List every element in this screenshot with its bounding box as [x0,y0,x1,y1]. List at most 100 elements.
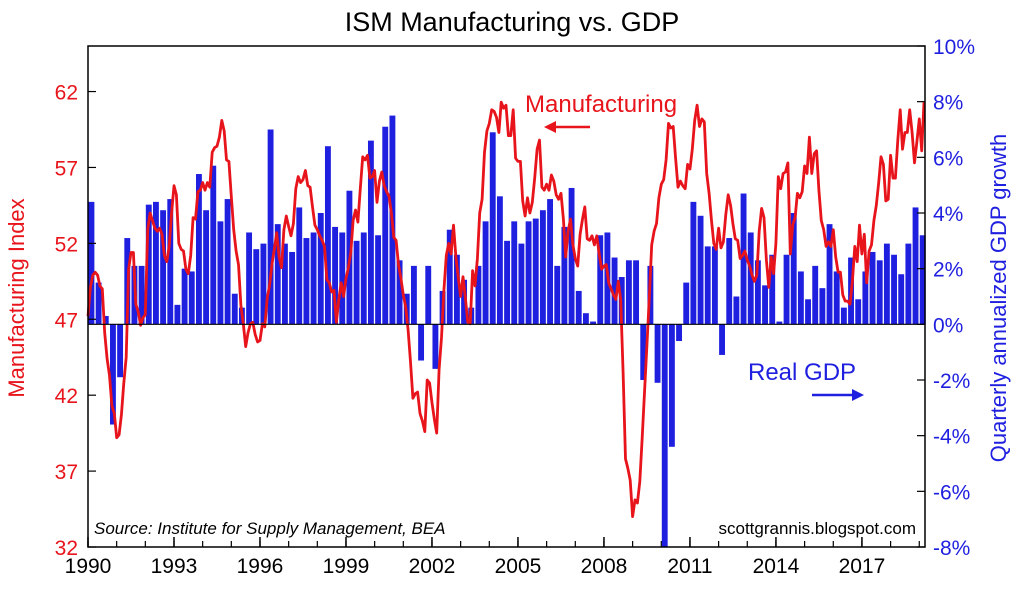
left-tick-label: 57 [55,157,78,180]
gdp-bar [396,260,403,325]
gdp-bar [733,296,740,325]
gdp-bar [654,324,661,383]
right-tick-label: 10% [933,36,975,59]
manufacturing-arrow-icon [544,121,590,133]
gdp-bar [360,232,367,325]
gdp-bars [88,115,926,547]
gdp-bar [367,140,374,325]
right-tick-label: 8% [933,92,963,115]
right-tick-label: -8% [933,537,970,560]
left-tick-label: 47 [55,309,78,332]
gdp-bar [453,254,460,325]
gdp-bar [539,210,546,325]
gdp-bar [554,265,561,325]
source-note: Source: Institute for Supply Management,… [94,519,446,538]
gdp-bar [840,307,847,325]
right-tick-label: 2% [933,259,963,282]
gdp-bar [109,324,116,425]
gdp-bar [633,260,639,325]
gdp-bar [561,226,568,325]
left-tick-label: 62 [55,82,78,105]
gdp-bar [747,232,754,325]
gdp-bar [719,324,725,355]
gdp-bar [210,165,217,325]
gdp-bar [418,324,425,361]
gdp-bar [883,243,890,325]
gdp-bar [281,243,288,325]
x-tick-label: 2002 [409,555,456,578]
plot-frame [87,45,926,548]
gdp-bar [188,271,195,325]
right-axis-ticks: -8% -6% -4% -2% 0% 2% 4% 6% 8% 10% [917,36,975,560]
gdp-bar [668,324,675,447]
gdp-bar [317,213,324,325]
gdp-bar [547,199,554,325]
manufacturing-line-group [86,100,926,518]
gdp-bar [905,243,912,325]
gdp-bar [274,224,281,325]
gdp-bar [891,254,897,325]
right-tick-label: 4% [933,203,963,226]
gdp-bar [819,288,826,325]
chart-title: ISM Manufacturing vs. GDP [345,7,680,37]
gdp-bar [912,207,919,325]
gdp-bar [676,324,682,342]
gdp-bar [876,260,883,325]
gdp-bar [174,304,181,325]
x-tick-label: 2005 [495,555,542,578]
x-tick-label: 2011 [667,555,712,578]
gdp-bar [805,299,811,325]
gdp-bar [353,240,360,325]
left-axis-ticks: 32 37 42 47 52 57 62 [55,82,96,560]
x-tick-label: 1990 [65,555,112,578]
gdp-bar [683,282,690,325]
x-axis-ticks: 1990 1993 1996 1999 2002 2005 2008 2011 2014 2017 [65,537,920,578]
gdp-bar [382,126,389,325]
gdp-bar [324,146,331,325]
right-axis-label: Quarterly annualized GDP growth [986,134,1011,463]
gdp-bar [167,199,174,325]
gdp-bar [181,268,188,325]
gdp-bar [289,251,296,325]
gdp-bar [224,199,231,325]
gdp-bar [253,249,260,325]
gdp-bar [138,265,145,325]
gdp-bar [790,213,797,325]
gdp-bar [246,232,253,325]
gdp-bar [661,324,668,547]
left-tick-label: 52 [55,233,78,256]
right-tick-label: -2% [933,370,970,393]
gdp-bar [267,129,274,325]
left-tick-label: 37 [55,461,78,484]
gdp-bar [826,224,833,325]
gdp-bar [898,274,905,325]
right-tick-label: -4% [933,426,970,449]
gdp-bar [812,265,819,325]
gdp-bar [102,315,109,325]
gdp-bar [482,221,489,325]
gdp-bar [762,285,768,325]
gdp-bar [95,282,102,325]
right-tick-label: 6% [933,147,963,170]
manufacturing-line [86,100,926,518]
gdp-bar [410,265,417,325]
x-tick-label: 1993 [151,555,198,578]
gdp-bar [711,246,718,325]
gdp-bar [532,218,539,325]
gdp-bar [640,324,647,380]
gdp-bar [496,196,503,325]
gdp-bar [489,132,496,325]
gdp-bar [332,226,339,325]
right-tick-label: -6% [933,481,970,504]
gdp-bar [597,235,604,325]
gdp-bar [797,271,804,325]
gdp-bar [231,293,238,325]
gdp-bar [203,210,210,325]
left-tick-label: 32 [55,537,78,560]
gdp-bar [568,187,575,325]
gdp-bar [919,235,926,325]
gdp-bar [425,265,432,325]
gdp-bar [117,324,124,378]
gdp-bar [310,232,317,325]
